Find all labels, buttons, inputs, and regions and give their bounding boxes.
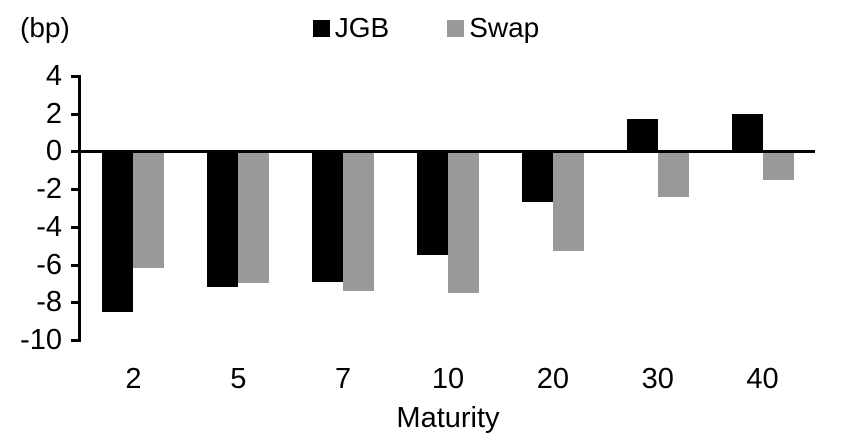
bar-jgb-30	[626, 119, 658, 152]
y-axis-tick	[71, 188, 81, 192]
y-axis-tick-label: -6	[36, 248, 62, 281]
bar-jgb-5	[207, 151, 239, 288]
y-axis-tick	[71, 263, 81, 267]
x-axis-category-label: 10	[431, 363, 465, 395]
x-axis-category-label: 40	[746, 363, 779, 395]
bar-swap-7	[343, 151, 375, 291]
bar-jgb-20	[521, 151, 553, 203]
y-axis-tick	[71, 225, 81, 229]
x-axis-category-label: 30	[641, 363, 674, 395]
bar-jgb-40	[731, 113, 763, 152]
y-axis-tick	[71, 301, 81, 305]
y-axis-unit-label: (bp)	[20, 12, 70, 43]
jgb-swatch-icon	[312, 19, 330, 37]
y-axis-tick-label: -10	[20, 324, 62, 356]
bar-jgb-2	[102, 151, 134, 312]
x-axis-category-label: 20	[536, 363, 569, 395]
swap-swatch-icon	[447, 19, 465, 37]
y-axis-tick-label: 2	[45, 97, 62, 130]
y-axis-line	[78, 75, 81, 342]
bar-swap-2	[133, 151, 165, 269]
y-axis-tick-label: 0	[45, 135, 62, 168]
x-axis-title: Maturity	[396, 402, 500, 434]
legend-item-jgb: JGB	[312, 12, 390, 44]
bar-swap-30	[657, 151, 689, 197]
x-axis-category-label: 5	[230, 363, 247, 395]
x-axis-category-label: 2	[125, 363, 142, 395]
y-axis-tick	[71, 339, 81, 342]
legend-label-jgb: JGB	[334, 12, 390, 43]
bar-swap-10	[448, 151, 479, 293]
bar-swap-40	[762, 151, 794, 180]
y-axis-tick-label: -8	[36, 286, 62, 319]
y-axis-tick	[71, 112, 81, 116]
y-axis-tick	[71, 75, 81, 78]
x-axis-category-label: 7	[335, 363, 352, 395]
bar-jgb-10	[417, 151, 448, 256]
legend-item-swap: Swap	[447, 12, 539, 44]
y-axis-tick-label: -4	[36, 210, 62, 243]
bar-swap-20	[552, 151, 584, 252]
y-axis-tick	[71, 150, 81, 154]
bar-jgb-7	[312, 151, 344, 282]
y-axis-tick-label: 4	[45, 60, 62, 92]
legend-label-swap: Swap	[469, 12, 540, 43]
legend: JGB Swap	[0, 12, 852, 44]
x-axis-zero-line	[78, 150, 815, 154]
bar-swap-5	[238, 151, 270, 284]
y-axis-tick-label: -2	[36, 173, 62, 206]
